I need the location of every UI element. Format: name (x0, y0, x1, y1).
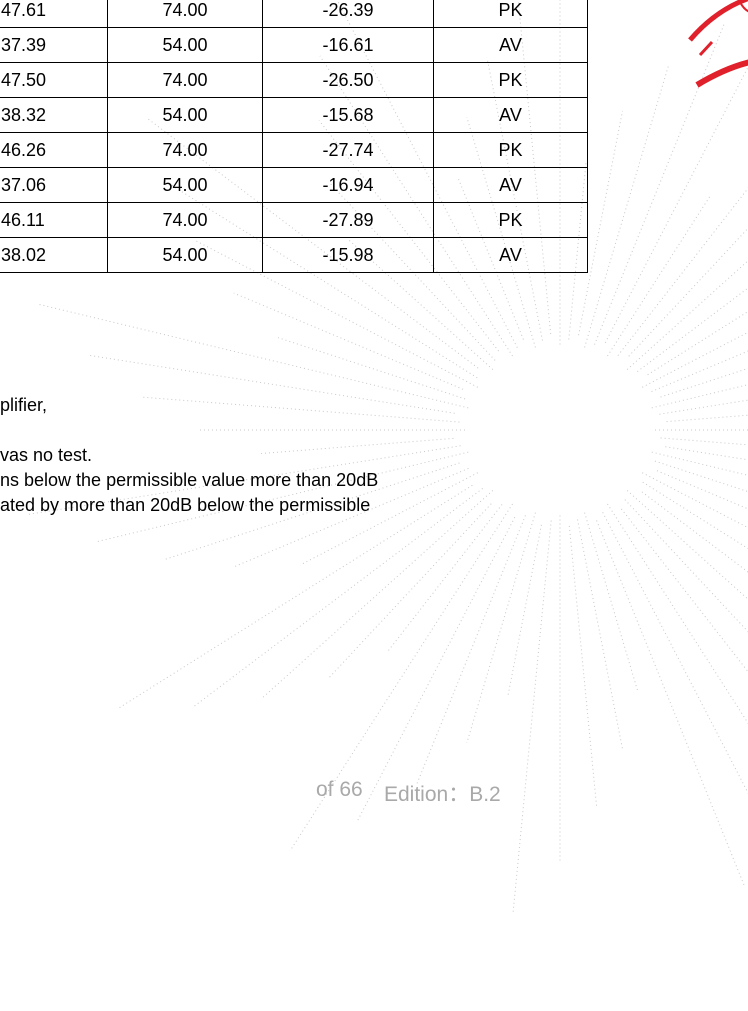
ray (621, 509, 748, 696)
ray (629, 140, 748, 356)
ray (642, 473, 748, 592)
table-cell: 38.02 (0, 238, 108, 273)
table-cell: -16.94 (263, 168, 434, 203)
stamp (690, 0, 748, 85)
table-cell: 74.00 (108, 0, 263, 28)
ray (87, 355, 454, 413)
ray (578, 520, 623, 750)
note-line: ns below the permissible value more than… (0, 470, 378, 491)
table-cell: PK (434, 63, 588, 98)
ray (467, 513, 536, 743)
ray (118, 485, 473, 709)
note-line: plifier, (0, 395, 47, 416)
table-cell: AV (434, 98, 588, 133)
ray (192, 488, 482, 707)
ray (643, 482, 748, 647)
ray (627, 490, 748, 773)
table-cell: 54.00 (108, 168, 263, 203)
page-number: of 66 (316, 778, 363, 802)
ray (625, 500, 748, 637)
table-cell: AV (434, 238, 588, 273)
table-cell: -27.74 (263, 133, 434, 168)
ray (416, 515, 525, 785)
ray (569, 526, 596, 807)
table-cell: 54.00 (108, 28, 263, 63)
ray (329, 504, 492, 678)
table-cell: -15.98 (263, 238, 434, 273)
table-cell: 37.06 (0, 168, 108, 203)
ray (263, 490, 493, 697)
table-cell: PK (434, 0, 588, 28)
ray (234, 293, 463, 389)
note-line: vas no test. (0, 445, 92, 466)
ray (665, 447, 748, 496)
note-line: ated by more than 20dB below the permiss… (0, 495, 370, 516)
ray (637, 118, 748, 372)
table-cell: -26.50 (263, 63, 434, 98)
table-cell: AV (434, 28, 588, 63)
ray (585, 513, 638, 691)
table-cell: 74.00 (108, 203, 263, 238)
page: {"table": {"rows": [ ["47.61", "74.00", … (0, 0, 748, 1011)
ray (595, 24, 725, 345)
table-cell: 54.00 (108, 98, 263, 133)
table-cell: 46.26 (0, 133, 108, 168)
table-cell: PK (434, 133, 588, 168)
ray (642, 492, 748, 708)
ray (605, 0, 748, 343)
ray (608, 504, 748, 757)
ray (388, 504, 502, 651)
table-cell: -15.68 (263, 98, 434, 133)
table-cell: 37.39 (0, 28, 108, 63)
ray (508, 525, 542, 696)
table-cell: PK (434, 203, 588, 238)
ray (648, 275, 748, 375)
ray (597, 520, 745, 886)
table-cell: -26.39 (263, 0, 434, 28)
table-cell: 74.00 (108, 63, 263, 98)
ray (652, 304, 748, 408)
table-cell: 47.50 (0, 63, 108, 98)
table-cell: 46.11 (0, 203, 108, 238)
table-cell: 38.32 (0, 98, 108, 133)
ray (513, 521, 551, 915)
ray (659, 383, 748, 414)
ray (667, 402, 748, 422)
table-cell: 47.61 (0, 0, 108, 28)
ray (38, 304, 468, 408)
table-cell: -16.61 (263, 28, 434, 63)
table-cell: -27.89 (263, 203, 434, 238)
ray (657, 471, 748, 544)
edition: Edition：B.2 (384, 778, 501, 808)
table-cell: AV (434, 168, 588, 203)
table-cell: 54.00 (108, 238, 263, 273)
ray (627, 125, 748, 370)
ray (652, 452, 748, 542)
table-cell: 74.00 (108, 133, 263, 168)
ray (585, 65, 669, 348)
ray (278, 338, 465, 399)
ray (142, 397, 460, 422)
ray (603, 512, 748, 821)
